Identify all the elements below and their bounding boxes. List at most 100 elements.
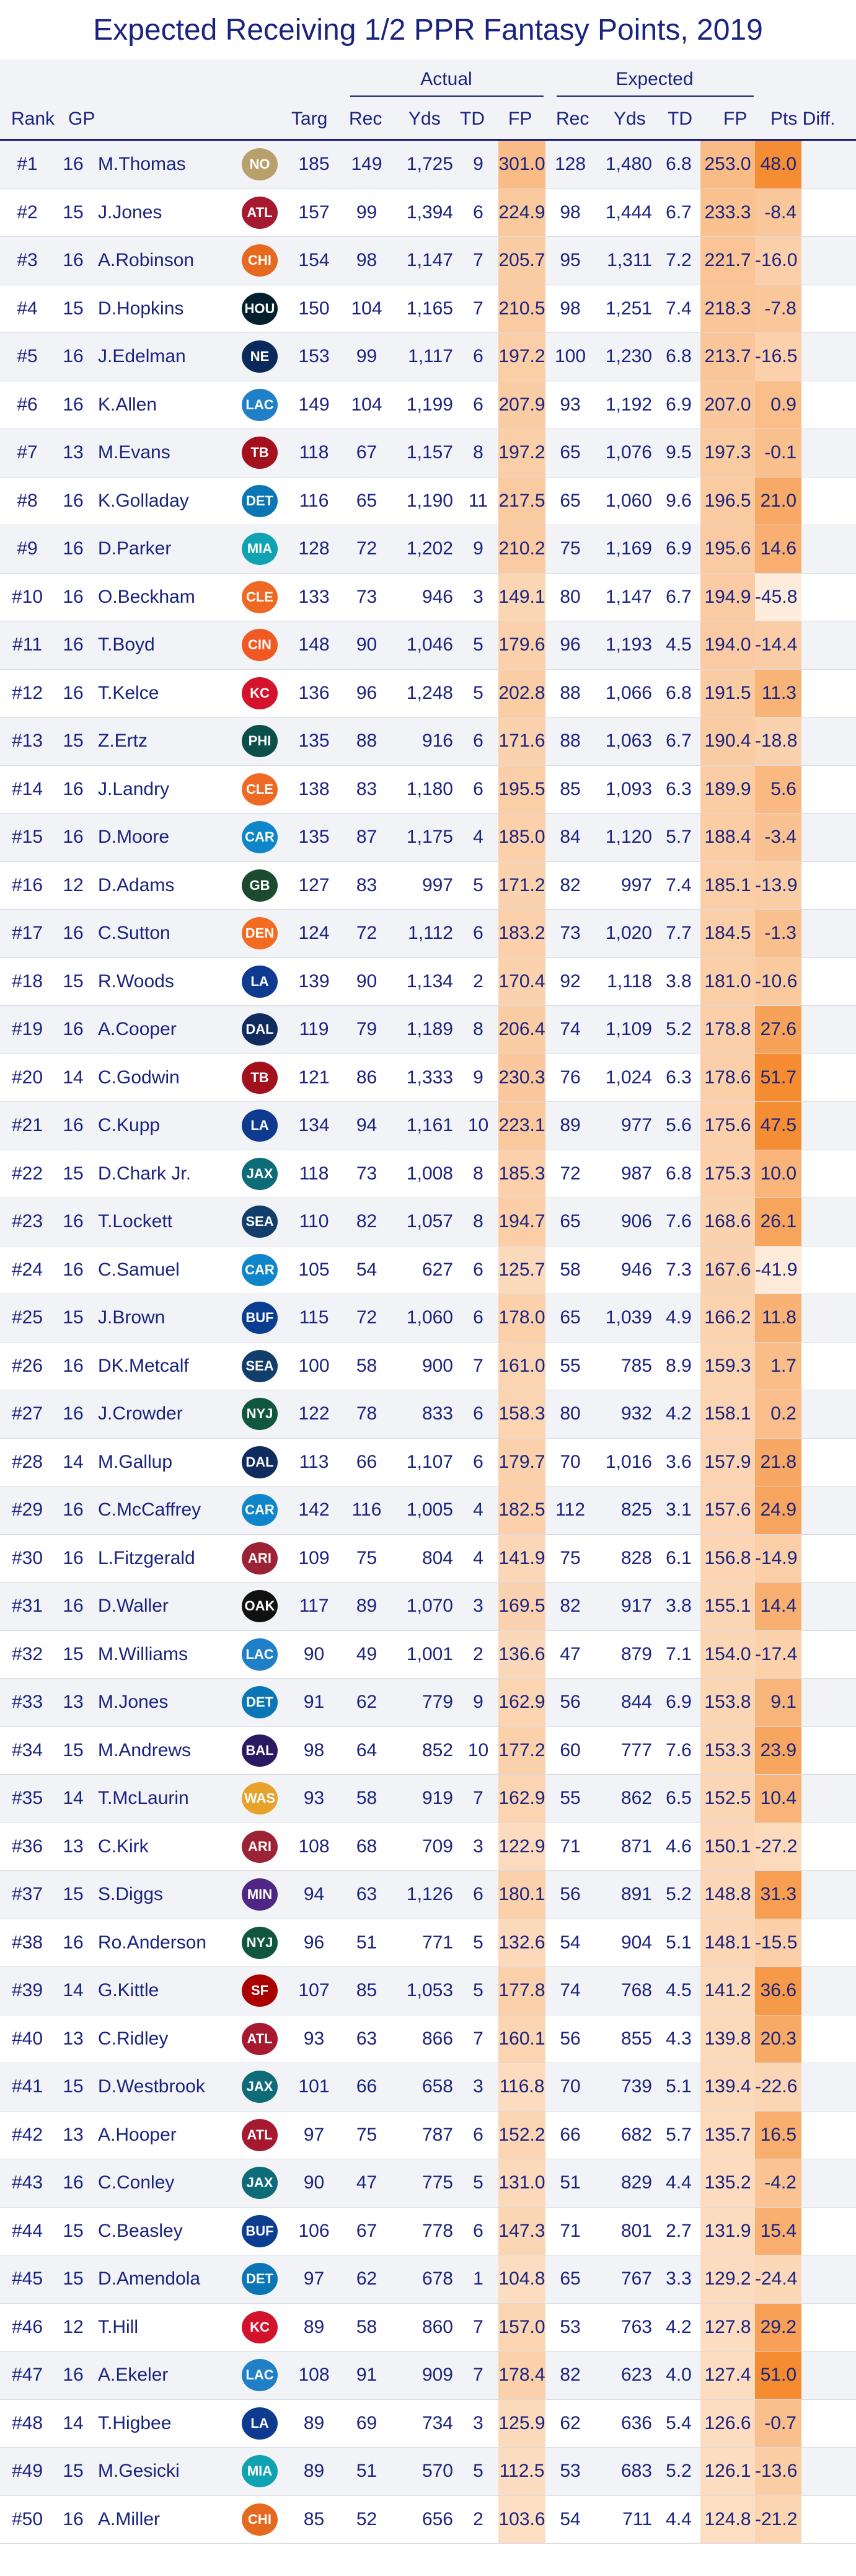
rank-cell: #9 xyxy=(0,525,55,574)
row-end-cell xyxy=(801,141,856,189)
expected-td-cell: 3.1 xyxy=(657,1486,700,1535)
expected-fp-cell: 221.7 xyxy=(700,236,755,285)
targets-cell: 154 xyxy=(288,236,340,285)
pts-diff-cell: 16.5 xyxy=(755,2111,801,2159)
player-name-cell: R.Woods xyxy=(92,957,232,1006)
expected-td-cell: 4.2 xyxy=(657,1390,700,1439)
row-end-cell xyxy=(801,1534,856,1583)
player-name-cell: A.Miller xyxy=(92,2495,232,2544)
player-name-cell: T.Kelce xyxy=(92,669,232,717)
targets-cell: 106 xyxy=(288,2207,340,2255)
expected-fp-cell: 155.1 xyxy=(700,1582,755,1631)
actual-td-cell: 2 xyxy=(458,957,498,1006)
player-name-cell: C.Kupp xyxy=(92,1101,232,1150)
table-row: #35 14 T.McLaurin WAS 93 58 919 7 162.9 55 862 6.5 1… xyxy=(0,1774,856,1823)
expected-rec-cell: 71 xyxy=(545,1823,595,1871)
expected-yds-cell: 1,016 xyxy=(595,1438,657,1486)
expected-fp-cell: 175.6 xyxy=(700,1101,755,1150)
row-end-cell xyxy=(801,429,856,477)
actual-fp-cell: 197.2 xyxy=(498,332,545,381)
team-logo-icon: NYJ xyxy=(242,1398,278,1431)
actual-rec-cell: 83 xyxy=(340,765,393,814)
table-row: #45 15 D.Amendola DET 97 62 678 1 104.8 65 767 3.3 1… xyxy=(0,2255,856,2304)
expected-yds-cell: 777 xyxy=(595,1726,657,1775)
pts-diff-cell: 21.0 xyxy=(755,477,801,525)
row-end-cell xyxy=(801,2303,856,2352)
rank-cell: #5 xyxy=(0,332,55,381)
pts-diff-cell: 31.3 xyxy=(755,1870,801,1919)
team-abbrev: MIA xyxy=(247,2463,273,2479)
team-abbrev: DEN xyxy=(245,925,275,941)
expected-td-cell: 9.6 xyxy=(657,477,700,525)
player-name-cell: C.Sutton xyxy=(92,909,232,958)
gp-cell: 16 xyxy=(55,141,92,189)
expected-yds-cell: 1,192 xyxy=(595,381,657,429)
actual-td-cell: 6 xyxy=(458,1294,498,1343)
expected-yds-cell: 862 xyxy=(595,1774,657,1823)
gp-cell: 16 xyxy=(55,765,92,814)
team-logo-cell: BUF xyxy=(232,2207,288,2255)
actual-yds-cell: 787 xyxy=(393,2111,458,2159)
expected-fp-cell: 178.6 xyxy=(700,1054,755,1102)
table-row: #44 15 C.Beasley BUF 106 67 778 6 147.3 71 801 2.7 1… xyxy=(0,2207,856,2255)
actual-td-cell: 5 xyxy=(458,1919,498,1967)
team-logo-icon: CIN xyxy=(242,629,278,662)
actual-td-cell: 5 xyxy=(458,669,498,717)
table-row: #31 16 D.Waller OAK 117 89 1,070 3 169.5 82 917 3.8… xyxy=(0,1582,856,1631)
team-abbrev: SEA xyxy=(245,1357,274,1374)
expected-fp-cell: 126.1 xyxy=(700,2447,755,2496)
row-end-cell xyxy=(801,1726,856,1775)
actual-rec-cell: 82 xyxy=(340,1197,393,1246)
expected-fp-cell: 207.0 xyxy=(700,381,755,429)
team-logo-cell: TB xyxy=(232,429,288,477)
expected-yds-cell: 767 xyxy=(595,2255,657,2304)
team-abbrev: SEA xyxy=(245,1214,274,1230)
table-row: #13 15 Z.Ertz PHI 135 88 916 6 171.6 88 1,063 6.7 19… xyxy=(0,717,856,766)
targets-cell: 89 xyxy=(288,2447,340,2496)
expected-fp-cell: 153.3 xyxy=(700,1726,755,1775)
pts-diff-cell: -14.4 xyxy=(755,621,801,670)
table-row: #34 15 M.Andrews BAL 98 64 852 10 177.2 60 777 7.6 1… xyxy=(0,1726,856,1775)
actual-rec-cell: 85 xyxy=(340,1966,393,2015)
actual-fp-cell: 207.9 xyxy=(498,381,545,429)
team-logo-icon: ARI xyxy=(242,1542,278,1574)
team-abbrev: NE xyxy=(250,349,270,365)
actual-fp-cell: 152.2 xyxy=(498,2111,545,2159)
team-logo-cell: TB xyxy=(232,1054,288,1102)
actual-yds-cell: 658 xyxy=(393,2063,458,2112)
actual-fp-cell: 178.0 xyxy=(498,1294,545,1343)
pts-diff-cell: -3.4 xyxy=(755,813,801,862)
targets-cell: 117 xyxy=(288,1582,340,1631)
actual-rec-cell: 89 xyxy=(340,1582,393,1631)
actual-td-cell: 6 xyxy=(458,381,498,429)
expected-yds-cell: 1,039 xyxy=(595,1294,657,1343)
expected-yds-cell: 879 xyxy=(595,1630,657,1679)
expected-rec-cell: 74 xyxy=(545,1005,595,1054)
expected-rec-cell: 82 xyxy=(545,1582,595,1631)
team-abbrev: LAC xyxy=(245,396,274,412)
team-logo-icon: CAR xyxy=(242,1253,278,1286)
row-end-cell xyxy=(801,2255,856,2304)
rank-cell: #7 xyxy=(0,429,55,477)
rank-cell: #21 xyxy=(0,1101,55,1150)
actual-td-cell: 5 xyxy=(458,621,498,670)
gp-cell: 12 xyxy=(55,861,92,910)
team-logo-cell: CLE xyxy=(232,573,288,621)
rank-cell: #32 xyxy=(0,1630,55,1679)
rank-cell: #6 xyxy=(0,381,55,429)
row-end-cell xyxy=(801,1294,856,1343)
team-abbrev: NO xyxy=(249,156,270,172)
targets-cell: 105 xyxy=(288,1246,340,1294)
pts-diff-cell: 14.4 xyxy=(755,1582,801,1631)
actual-yds-cell: 1,057 xyxy=(393,1197,458,1246)
actual-yds-cell: 1,190 xyxy=(393,477,458,525)
team-abbrev: GB xyxy=(249,877,270,893)
actual-rec-cell: 83 xyxy=(340,861,393,910)
player-name-cell: G.Kittle xyxy=(92,1966,232,2015)
player-table: #1 16 M.Thomas NO 185 149 1,725 9 301.0 128 1,480 6… xyxy=(0,141,856,2544)
team-logo-icon: KC xyxy=(242,677,278,709)
actual-yds-cell: 1,070 xyxy=(393,1582,458,1631)
gp-cell: 16 xyxy=(55,813,92,862)
row-end-cell xyxy=(801,861,856,910)
gp-cell: 13 xyxy=(55,1823,92,1871)
